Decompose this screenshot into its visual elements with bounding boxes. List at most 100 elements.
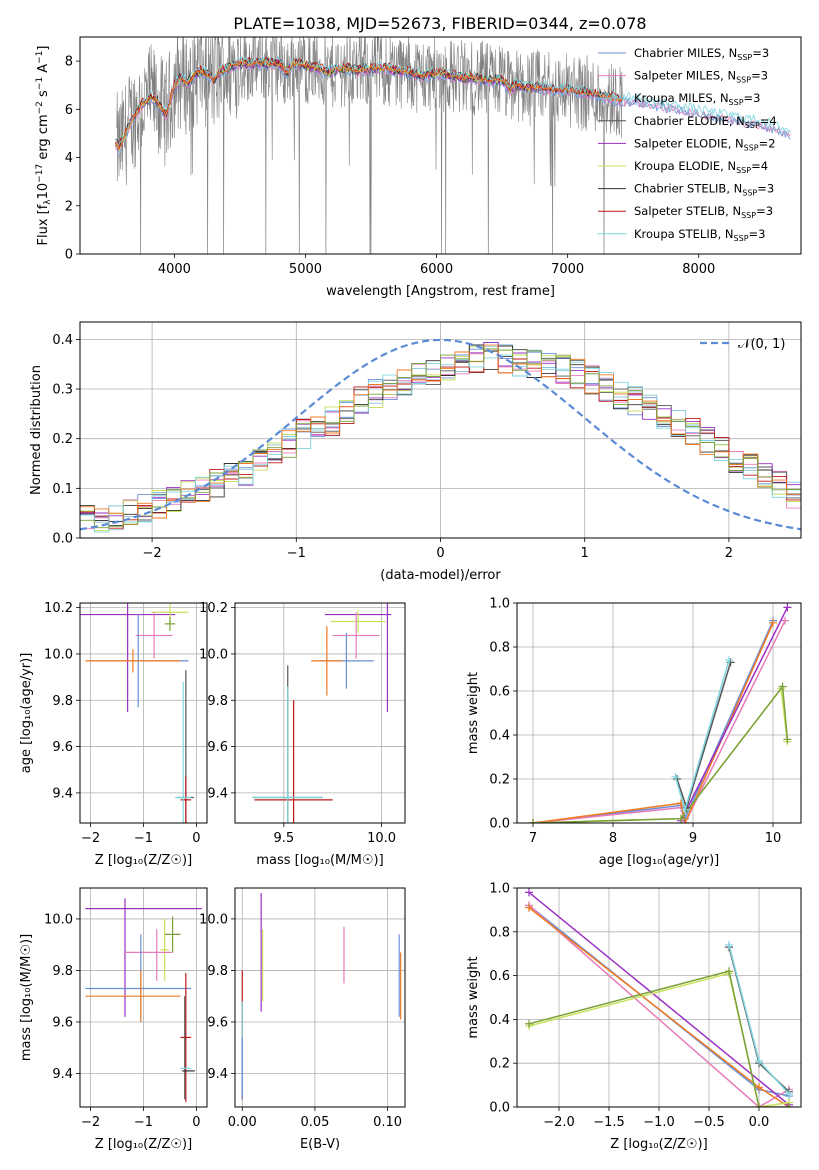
series-line	[680, 607, 789, 822]
series-line	[528, 891, 790, 1106]
x-tick-label: −2	[81, 831, 100, 846]
series-point	[785, 1103, 793, 1107]
y-tick-label: 4	[65, 151, 73, 166]
x-axis-label: Z [log₁₀(Z/Z☉)]	[95, 853, 192, 868]
histogram-step	[80, 354, 801, 538]
y-tick-label: 9.6	[52, 740, 73, 755]
legend-entry: Kroupa STELIB, NSSP=3	[634, 227, 765, 243]
x-tick-label: −2	[81, 1115, 100, 1130]
series-point	[525, 888, 533, 897]
x-tick-label: −1	[287, 546, 306, 561]
histogram-step	[80, 348, 801, 538]
x-tick-label: −1.5	[593, 1115, 625, 1130]
series-point	[681, 805, 689, 814]
histogram-step	[80, 348, 801, 538]
series-line	[532, 622, 774, 823]
x-axis-label: Z [log₁₀(Z/Z☉)]	[95, 1137, 192, 1152]
series-point	[769, 618, 777, 627]
x-tick-label: 0.10	[373, 1115, 402, 1130]
mass-weight-vs-age-plot	[529, 603, 792, 823]
x-tick-label: 0.0	[749, 1115, 770, 1130]
spectrum-plot	[115, 37, 791, 254]
series-line	[532, 686, 789, 823]
series-point	[778, 682, 787, 691]
y-axis-label: mass [log₁₀(M/M☉)]	[19, 934, 34, 1061]
y-axis-label: age [log₁₀(age/yr)]	[19, 653, 34, 774]
legend-entry: Kroupa ELODIE, NSSP=4	[634, 159, 768, 175]
figure-title: PLATE=1038, MJD=52673, FIBERID=0344, z=0…	[233, 14, 646, 33]
y-tick-label: 9.6	[207, 1015, 228, 1030]
y-tick-label: 0.3	[52, 383, 73, 398]
series-point	[783, 735, 792, 744]
age-vs-mass-axes: 9.5 10.0 9.4 9.6 9.8 10.0 10.2 mass [log₁₀(M/M☉…	[199, 601, 405, 868]
x-tick-label: 0.00	[228, 1115, 257, 1130]
axes-frame	[79, 321, 802, 539]
x-tick-label: 2	[725, 546, 733, 561]
spectrum-legend: Chabrier MILES, NSSP=3 Salpeter MILES, NS…	[598, 46, 777, 243]
x-tick-label: 0	[192, 1115, 200, 1130]
series-point	[725, 940, 733, 949]
x-tick-label: 7000	[551, 262, 584, 277]
series-point	[781, 616, 789, 625]
legend-entry: Salpeter STELIB, NSSP=3	[634, 204, 773, 220]
y-tick-label: 9.4	[52, 1067, 73, 1082]
y-tick-label: 1.0	[489, 882, 510, 897]
series-point	[525, 903, 533, 912]
y-tick-label: 0.0	[489, 1101, 510, 1116]
histogram-step	[80, 350, 801, 538]
x-tick-label: 0	[436, 546, 444, 561]
y-tick-label: 0.6	[489, 685, 510, 700]
y-tick-label: 8	[65, 55, 73, 70]
series-point	[725, 656, 733, 665]
x-tick-label: 9	[689, 831, 697, 846]
y-tick-label: 10.0	[44, 912, 73, 927]
y-axis-label: Normed distribution	[29, 365, 44, 495]
x-axis-label: wavelength [Angstrom, rest frame]	[326, 284, 555, 299]
y-tick-label: 0.6	[489, 969, 510, 984]
age-vs-mass-plot	[252, 603, 392, 823]
mass-vs-ebv-plot	[241, 893, 402, 1100]
axes-frame	[234, 887, 406, 1108]
y-tick-label: 2	[65, 199, 73, 214]
observed-spectrum-line	[116, 37, 623, 254]
y-tick-label: 10.0	[199, 912, 228, 927]
series-line	[532, 620, 774, 823]
y-tick-label: 9.6	[52, 1015, 73, 1030]
spectrum-axes: 4000 5000 6000 7000 8000 0 2 4 6 8 wavelength [Ang…	[35, 46, 715, 300]
legend-entry: Chabrier ELODIE, NSSP=4	[634, 114, 777, 130]
y-tick-label: 0	[65, 248, 73, 263]
x-tick-label: 1	[581, 546, 589, 561]
y-tick-label: 10.0	[44, 647, 73, 662]
mass-vs-ebv-axes: 0.00 0.05 0.10 9.4 9.6 9.8 10.0 E(B-V)	[199, 888, 405, 1152]
legend-entry: Kroupa MILES, NSSP=3	[634, 91, 760, 107]
axes-frame	[79, 887, 208, 1108]
residual-hist-axes: −2 −1 0 1 2 0.0 0.1 0.2 0.3 0.4 (data-model)/error…	[29, 322, 801, 583]
x-tick-label: 5000	[289, 262, 322, 277]
y-tick-label: 0.0	[489, 817, 510, 832]
axes-frame	[516, 887, 802, 1108]
age-vs-z-plot	[80, 603, 194, 823]
axes-frame	[516, 602, 802, 824]
x-tick-label: −0.5	[693, 1115, 725, 1130]
x-tick-label: −1.0	[643, 1115, 675, 1130]
x-tick-label: 8000	[682, 262, 715, 277]
x-axis-label: mass [log₁₀(M/M☉)]	[256, 853, 383, 868]
x-axis-label: Z [log₁₀(Z/Z☉)]	[610, 1137, 707, 1152]
x-tick-label: 10.0	[367, 831, 396, 846]
x-tick-label: 9.5	[274, 831, 295, 846]
series-point	[755, 1057, 763, 1066]
axes-frame	[79, 36, 802, 255]
series-point	[525, 1019, 533, 1028]
x-tick-label: −2	[143, 546, 162, 561]
series-point	[755, 1103, 763, 1107]
y-tick-label: 10.2	[44, 601, 73, 616]
y-tick-label: 10.0	[199, 647, 228, 662]
x-tick-label: −1	[134, 831, 153, 846]
histogram-step	[80, 350, 801, 538]
series-point	[783, 603, 792, 612]
y-tick-label: 6	[65, 103, 73, 118]
x-tick-label: −1	[134, 1115, 153, 1130]
y-axis-label: mass weight	[466, 672, 481, 754]
x-tick-label: 4000	[158, 262, 191, 277]
